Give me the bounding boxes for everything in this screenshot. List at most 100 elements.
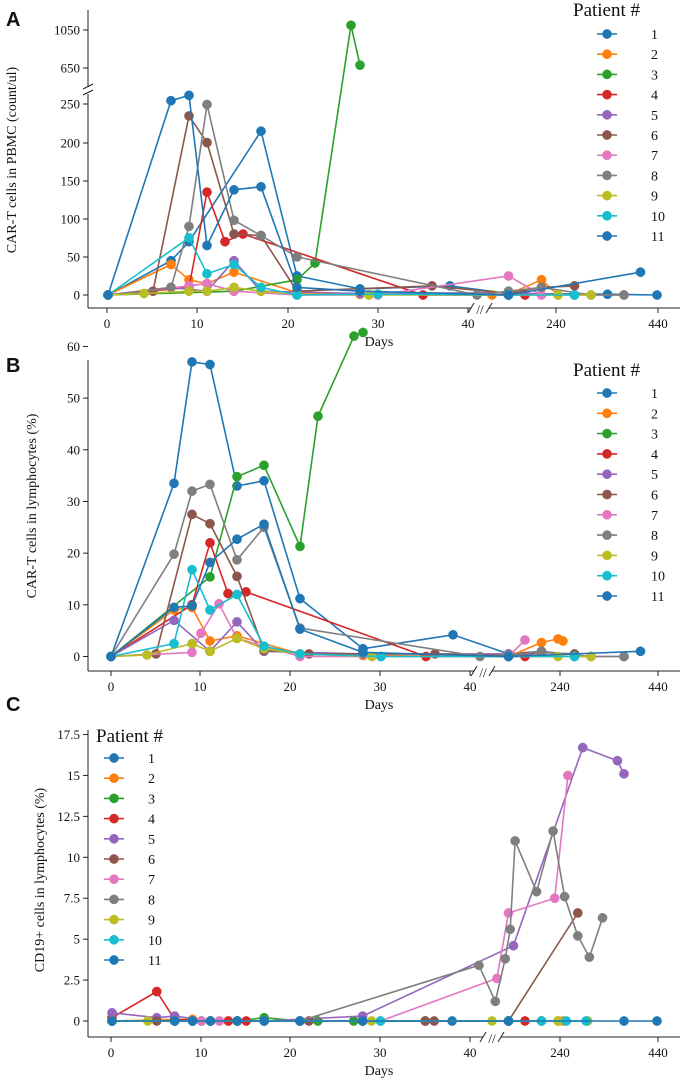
data-point xyxy=(503,290,514,300)
data-point xyxy=(295,1016,305,1026)
legend-marker xyxy=(602,469,612,480)
panel-a: A 0 50 100 150 200 250 650 1050 0 10 20 30 40 240 440 //… xyxy=(5,0,680,350)
legend-marker xyxy=(602,509,612,520)
legend-entry: 1 xyxy=(104,752,155,767)
break-mark xyxy=(497,1031,505,1043)
data-point xyxy=(187,564,197,575)
data-point xyxy=(492,973,502,984)
legend-label: 6 xyxy=(651,489,658,504)
data-point xyxy=(448,629,458,640)
data-point xyxy=(169,549,179,560)
data-point xyxy=(584,952,595,963)
data-point xyxy=(205,479,215,490)
legend-entry: 9 xyxy=(597,190,658,205)
legend-entry: 5 xyxy=(597,109,658,124)
data-point xyxy=(500,953,511,964)
legend-label: 7 xyxy=(148,873,155,888)
data-point xyxy=(220,236,230,247)
legend-marker xyxy=(109,934,119,945)
data-point xyxy=(202,240,212,251)
data-point xyxy=(358,327,368,338)
data-point xyxy=(169,638,179,649)
legend-marker xyxy=(602,550,612,561)
legend-label: 9 xyxy=(651,190,658,205)
legend-label: 6 xyxy=(651,129,658,144)
legend-label: 2 xyxy=(148,772,155,787)
legend: Patient # 1 2 3 4 5 6 7 8 9 10 11 xyxy=(573,0,665,245)
y-tick-label: 2.5 xyxy=(64,973,80,988)
data-point xyxy=(229,229,239,239)
legend-marker xyxy=(602,428,612,439)
legend-marker xyxy=(602,388,612,398)
data-point xyxy=(205,636,215,646)
legend-entry: 10 xyxy=(597,210,665,225)
data-point xyxy=(349,331,359,341)
legend-entry: 9 xyxy=(104,914,155,929)
data-point xyxy=(259,460,269,471)
data-point xyxy=(292,252,302,262)
data-point xyxy=(510,836,520,846)
data-point xyxy=(256,181,266,192)
data-point xyxy=(586,290,596,300)
data-point xyxy=(256,282,266,293)
y-tick-label: 12.5 xyxy=(57,809,80,824)
x-tick-label: 0 xyxy=(104,316,111,331)
data-point xyxy=(355,60,365,71)
data-point xyxy=(619,1016,629,1026)
data-point xyxy=(148,286,158,297)
legend-label: 11 xyxy=(148,954,161,969)
break-mark xyxy=(82,83,94,90)
series-patient-3 xyxy=(106,327,368,662)
y-tick-label: 17.5 xyxy=(57,727,80,742)
legend-marker xyxy=(602,89,612,100)
legend: Patient # 1 2 3 4 5 6 7 8 9 10 11 xyxy=(573,360,665,605)
data-point xyxy=(292,282,302,293)
y-tick-label: 650 xyxy=(61,61,81,76)
x-axis-break xyxy=(479,1031,505,1043)
data-point xyxy=(508,940,519,951)
break-gap xyxy=(85,86,91,94)
data-point xyxy=(202,187,212,197)
data-point xyxy=(474,960,484,971)
data-point xyxy=(202,137,212,148)
data-point xyxy=(531,886,542,897)
data-point xyxy=(187,509,197,520)
legend-entry: 1 xyxy=(597,387,658,402)
data-point xyxy=(187,638,197,649)
legend-marker xyxy=(602,530,612,540)
data-point xyxy=(205,605,215,615)
series-line xyxy=(110,331,364,658)
legend-entry: 9 xyxy=(597,549,658,564)
legend-marker xyxy=(109,813,119,824)
data-point xyxy=(232,589,242,600)
x-axis-title: Days xyxy=(365,1064,394,1079)
data-point xyxy=(166,95,176,106)
y-axis-title: CAR-T cells in lymphocytes (%) xyxy=(25,413,40,598)
x-tick-label: 40 xyxy=(464,1045,477,1060)
legend-entry: 1 xyxy=(597,28,658,43)
data-point xyxy=(536,637,547,648)
legend-label: 3 xyxy=(148,792,155,807)
data-point xyxy=(232,534,242,545)
legend: Patient # 1 2 3 4 5 6 7 8 9 10 11 xyxy=(96,726,164,969)
data-point xyxy=(563,770,573,781)
data-point xyxy=(313,411,323,422)
data-point xyxy=(490,996,501,1007)
data-point xyxy=(139,288,149,299)
data-point xyxy=(259,641,269,652)
series-patient-7 xyxy=(107,770,573,1026)
series-line xyxy=(110,568,575,658)
data-point xyxy=(619,290,629,300)
legend-entry: 5 xyxy=(104,833,155,848)
panel-letter: B xyxy=(6,355,20,377)
x-break-label: // xyxy=(479,665,487,680)
data-point xyxy=(205,572,215,582)
data-point xyxy=(259,1016,269,1026)
legend-label: 5 xyxy=(651,109,658,124)
data-point xyxy=(166,259,176,270)
legend-label: 4 xyxy=(651,448,658,463)
legend-label: 6 xyxy=(148,853,155,868)
series-patient-8 xyxy=(103,99,629,300)
legend-label: 4 xyxy=(651,89,658,104)
